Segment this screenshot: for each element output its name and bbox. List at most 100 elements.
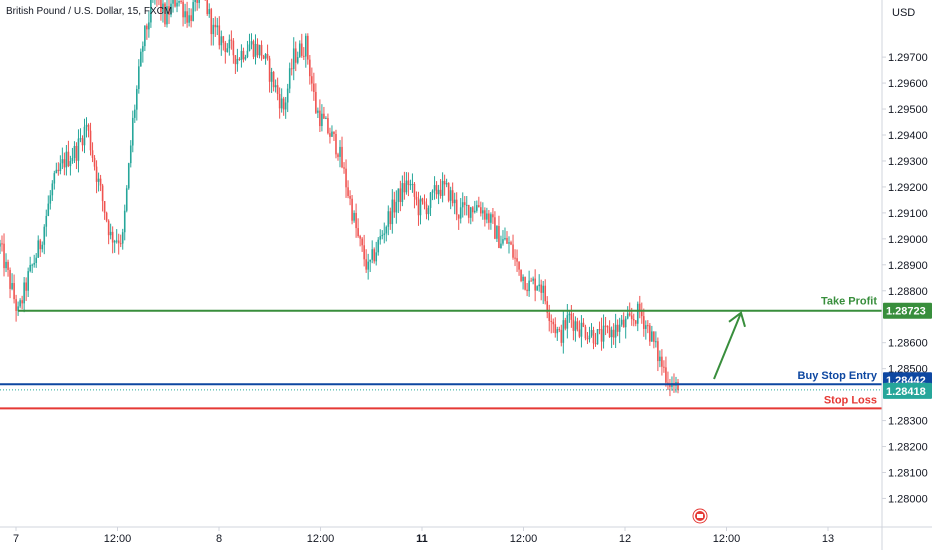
candle-body [467, 204, 470, 218]
candle-body [162, 3, 164, 13]
candle-body [638, 303, 641, 312]
candle-body [331, 131, 333, 137]
candle-body [655, 341, 657, 343]
candle-body [341, 146, 343, 168]
candle-body [677, 382, 679, 390]
economic-event-icon[interactable] [692, 508, 708, 524]
candle-body [538, 284, 540, 287]
price-axis[interactable]: 1.29700 1.29600 1.29500 1.29400 1.29300 1.292… [882, 52, 928, 505]
candle-body [41, 244, 44, 250]
candle-body [359, 236, 361, 239]
candle-body [319, 110, 321, 127]
candle-body [337, 154, 339, 157]
candle-body [75, 145, 78, 161]
candle-body [482, 210, 484, 214]
price-tick-label: 1.29100 [888, 208, 928, 220]
candle-body [514, 257, 516, 259]
candle-body [584, 326, 587, 339]
candle-body [345, 168, 347, 188]
candle-body [236, 58, 239, 65]
price-tick-label: 1.28000 [888, 493, 928, 505]
candle-body [566, 315, 569, 329]
candle-body [123, 210, 126, 233]
candle-body [620, 319, 623, 325]
candle-body [582, 322, 585, 327]
take-profit-price-tag-bg [883, 302, 932, 319]
candle-body [588, 335, 591, 340]
candle-body [31, 264, 33, 266]
take-profit-price-tag: 1.28723 [886, 306, 926, 318]
candle-body [494, 217, 496, 239]
candle-body [25, 282, 27, 291]
candle-body [117, 240, 120, 244]
price-tick-label: 1.29400 [888, 130, 928, 142]
candle-body [138, 66, 140, 89]
candle-body [7, 261, 9, 270]
candle-body [661, 356, 663, 367]
candle-body [411, 183, 414, 185]
chart-title: British Pound / U.S. Dollar, 15, FXCM [6, 6, 172, 17]
candle-body [506, 237, 508, 244]
candle-body [465, 204, 468, 206]
candle-body [651, 331, 653, 342]
candle-body [480, 207, 482, 214]
candle-body [516, 258, 518, 262]
candle-body [622, 319, 625, 328]
candle-body [115, 240, 118, 242]
candle-body [401, 183, 404, 203]
candle-body [333, 131, 335, 134]
candle-body [552, 321, 555, 325]
candle-body [250, 41, 253, 45]
candle-body [502, 239, 504, 244]
candle-body [168, 6, 170, 15]
candle-body [13, 283, 15, 300]
candle-body [409, 184, 412, 186]
candle-body [431, 190, 434, 193]
candle-body [375, 252, 378, 262]
candle-body [43, 226, 46, 245]
candle-body [657, 341, 659, 362]
candle-body [399, 188, 402, 203]
candle-body [136, 88, 138, 110]
candle-body [296, 57, 299, 63]
candle-body [57, 169, 60, 172]
price-tick-label: 1.29000 [888, 234, 928, 246]
candle-body [353, 212, 355, 221]
candle-body [85, 124, 88, 127]
candle-body [160, 0, 162, 13]
candle-body [254, 43, 257, 57]
candle-body [305, 35, 307, 57]
candle-body [317, 110, 319, 113]
candle-body [176, 2, 178, 7]
time-axis[interactable]: 7 12:00 8 12:00 11 12:00 12 12:00 13 [13, 527, 834, 545]
candle-body [121, 232, 124, 244]
candle-body [612, 329, 615, 338]
candle-body [486, 213, 488, 220]
time-tick-label: 7 [13, 533, 19, 545]
candle-body [496, 226, 498, 239]
candle-body [329, 133, 331, 137]
candle-body [230, 39, 233, 41]
candle-body [55, 169, 58, 174]
candle-body [457, 214, 460, 219]
candle-body [522, 276, 524, 281]
candle-body [371, 249, 373, 260]
candle-body [512, 244, 514, 258]
candle-body [630, 315, 633, 320]
candle-body [568, 313, 571, 316]
candle-body [546, 301, 549, 313]
candle-body [89, 130, 92, 151]
candle-body [427, 207, 430, 215]
price-levels: Take Profit Buy Stop Entry Stop Loss [0, 296, 882, 410]
price-tick-label: 1.29500 [888, 104, 928, 116]
candle-body [544, 285, 547, 302]
candle-body [1, 243, 3, 245]
candle-body [469, 207, 472, 218]
candle-body [294, 48, 297, 63]
candle-body [309, 59, 311, 77]
candle-body [455, 199, 458, 215]
candle-body [461, 202, 464, 208]
candle-body [474, 210, 476, 213]
